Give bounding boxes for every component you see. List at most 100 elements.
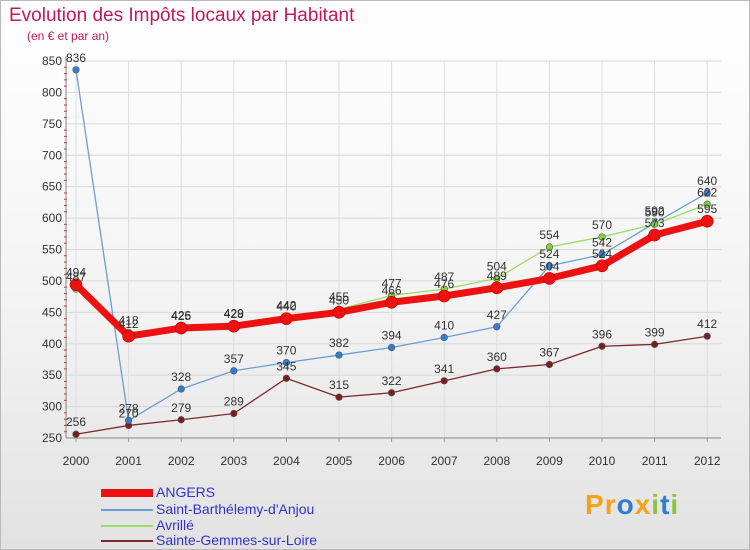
logo-letter: t	[660, 489, 671, 520]
data-point	[437, 289, 451, 303]
data-label: 489	[487, 269, 507, 283]
data-label: 640	[697, 174, 717, 188]
data-point	[282, 359, 291, 367]
logo-letter: r	[604, 489, 617, 520]
data-label: 360	[487, 350, 507, 364]
data-label: 367	[539, 345, 559, 359]
data-label: 370	[276, 344, 296, 358]
data-labels: 256 270 279 289 345 315 322 341 360 367 396 399 412 8…	[66, 51, 718, 429]
data-label: 322	[382, 374, 402, 388]
data-label: 429	[224, 307, 244, 321]
data-point	[177, 416, 185, 424]
y-tick-label: 300	[42, 400, 62, 414]
data-label: 595	[697, 202, 717, 216]
data-point	[598, 342, 606, 350]
data-label: 573	[645, 216, 665, 230]
y-tick-label: 600	[42, 211, 62, 225]
data-point	[545, 360, 554, 369]
data-point	[230, 367, 238, 375]
x-tick-label: 2002	[168, 454, 195, 468]
legend-swatch-saint-barthelemy	[101, 509, 153, 511]
data-label: 504	[487, 259, 507, 273]
chart-title: Evolution des Impôts locaux par Habitant	[9, 5, 355, 26]
data-point	[388, 389, 396, 397]
legend-swatch-angers	[101, 489, 153, 497]
data-point	[124, 416, 133, 425]
data-point	[493, 323, 501, 331]
data-label: 440	[276, 300, 296, 314]
chart-subtitle: (en € et par an)	[27, 29, 110, 43]
data-point	[650, 220, 659, 228]
x-tick-label: 2004	[273, 454, 300, 468]
data-point	[385, 295, 398, 309]
data-label: 487	[66, 270, 86, 284]
data-point	[174, 321, 188, 335]
data-label: 396	[592, 327, 612, 341]
data-point	[595, 259, 609, 273]
data-label: 278	[119, 401, 139, 415]
data-label: 524	[592, 247, 612, 261]
data-point	[648, 228, 661, 242]
x-tick-label: 2005	[326, 454, 353, 468]
data-label: 328	[171, 370, 191, 384]
data-point	[280, 312, 293, 325]
data-label: 382	[329, 336, 349, 350]
data-label: 428	[224, 307, 244, 321]
data-label: 524	[539, 247, 559, 261]
x-tick-label: 2011	[642, 454, 668, 468]
data-label: 477	[382, 276, 402, 290]
data-point	[72, 66, 80, 74]
data-label: 412	[697, 317, 717, 331]
legend-label-angers: ANGERS	[156, 484, 216, 500]
data-label: 590	[645, 205, 665, 219]
data-label: 345	[276, 359, 296, 373]
data-label: 542	[592, 236, 612, 250]
legend-item-angers: ANGERS	[101, 484, 401, 501]
y-tick-label: 400	[42, 337, 62, 351]
data-point	[177, 385, 185, 393]
data-label: 622	[697, 185, 717, 199]
y-tick-label: 500	[42, 274, 62, 288]
legend-item-avrille: Avrillé	[101, 517, 401, 534]
logo-letter: P	[585, 489, 605, 520]
data-label: 450	[329, 293, 349, 307]
y-tick-label: 800	[42, 85, 62, 99]
data-label: 289	[224, 394, 244, 408]
data-label: 256	[66, 415, 86, 429]
data-point	[122, 329, 135, 343]
data-point	[700, 214, 714, 228]
data-label: 418	[119, 313, 139, 327]
data-point	[703, 200, 711, 208]
data-point	[598, 250, 606, 259]
data-label: 592	[645, 204, 665, 218]
y-tick-label: 350	[42, 368, 62, 382]
data-label: 270	[119, 406, 139, 420]
data-label: 412	[119, 317, 139, 331]
logo-letter: i	[670, 489, 680, 520]
data-point	[227, 319, 241, 333]
x-tick-label: 2008	[483, 454, 510, 468]
data-point	[703, 189, 711, 197]
data-label: 476	[434, 277, 454, 291]
data-point	[282, 374, 291, 382]
data-point	[230, 409, 238, 418]
x-tick-label: 2000	[63, 454, 90, 468]
data-point	[650, 340, 659, 348]
legend-item-sainte-gemmes: Sainte-Gemmes-sur-Loire	[101, 532, 401, 549]
data-label: 399	[645, 325, 665, 339]
legend-label-sainte-gemmes: Sainte-Gemmes-sur-Loire	[156, 532, 318, 548]
data-point	[543, 272, 556, 285]
data-label: 836	[66, 51, 86, 65]
grid	[66, 60, 721, 439]
logo-letter: o	[616, 489, 635, 520]
data-label: 426	[171, 308, 191, 322]
data-point	[335, 393, 343, 401]
proxiti-logo: Proxiti	[585, 489, 679, 521]
y-tick-label: 650	[42, 180, 62, 194]
data-label: 466	[382, 283, 402, 297]
data-label: 442	[276, 298, 296, 312]
y-tick-label: 550	[42, 243, 62, 257]
logo-letter: x	[634, 489, 652, 520]
data-label: 410	[434, 318, 454, 332]
